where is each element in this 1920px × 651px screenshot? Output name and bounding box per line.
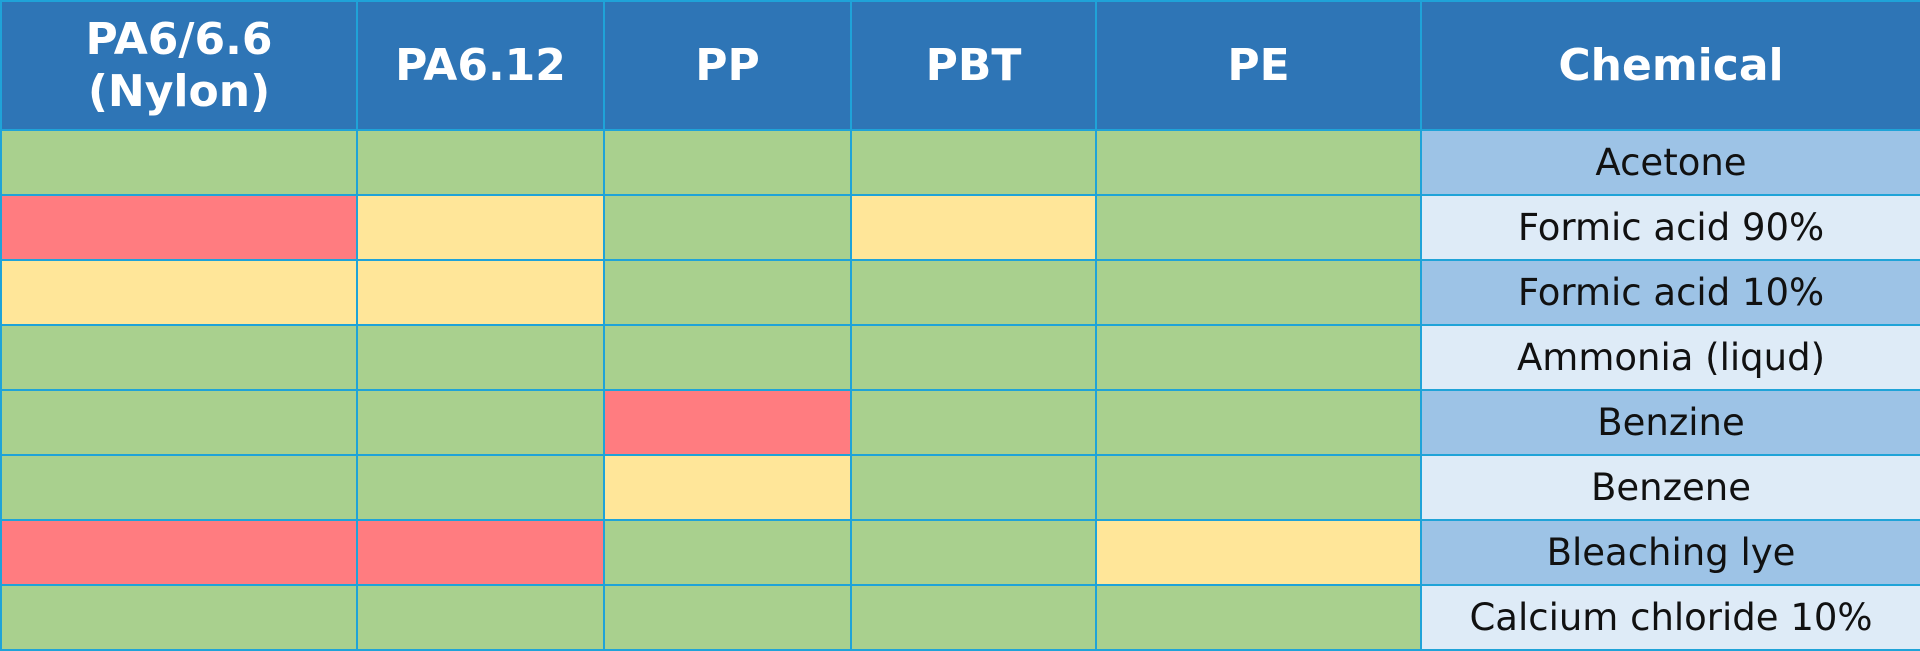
- header-row: PA6/6.6 (Nylon) PA6.12 PP PBT PE Chemical: [0, 0, 1920, 131]
- rating-cell: [603, 129, 852, 196]
- rating-cell: [850, 389, 1097, 456]
- rating-cell: [850, 129, 1097, 196]
- rating-cell: [850, 324, 1097, 391]
- table-row: Ammonia (liqud): [0, 324, 1920, 391]
- rating-cell: [356, 194, 605, 261]
- rating-cell: [1095, 259, 1422, 326]
- table-body: Acetone Formic acid 90% Formic acid 10% Amm…: [0, 129, 1920, 651]
- rating-cell: [603, 584, 852, 651]
- rating-cell: [0, 519, 358, 586]
- chemical-cell: Formic acid 90%: [1420, 194, 1920, 261]
- rating-cell: [850, 519, 1097, 586]
- rating-cell: [603, 454, 852, 521]
- rating-cell: [356, 584, 605, 651]
- rating-cell: [850, 584, 1097, 651]
- table-row: Bleaching lye: [0, 519, 1920, 586]
- rating-cell: [0, 324, 358, 391]
- column-header: PP: [603, 0, 852, 131]
- rating-cell: [1095, 454, 1422, 521]
- table-row: Acetone: [0, 129, 1920, 196]
- chemical-cell: Benzene: [1420, 454, 1920, 521]
- column-header: PE: [1095, 0, 1422, 131]
- chemical-cell: Acetone: [1420, 129, 1920, 196]
- column-header: PA6/6.6 (Nylon): [0, 0, 358, 131]
- rating-cell: [1095, 584, 1422, 651]
- rating-cell: [0, 389, 358, 456]
- rating-cell: [0, 259, 358, 326]
- rating-cell: [356, 259, 605, 326]
- chemical-cell: Formic acid 10%: [1420, 259, 1920, 326]
- chemical-cell: Ammonia (liqud): [1420, 324, 1920, 391]
- chemical-cell: Calcium chloride 10%: [1420, 584, 1920, 651]
- rating-cell: [850, 454, 1097, 521]
- rating-cell: [0, 584, 358, 651]
- rating-cell: [0, 454, 358, 521]
- chemical-cell: Bleaching lye: [1420, 519, 1920, 586]
- rating-cell: [0, 194, 358, 261]
- table-row: Benzine: [0, 389, 1920, 456]
- rating-cell: [356, 519, 605, 586]
- table-row: Benzene: [0, 454, 1920, 521]
- rating-cell: [356, 389, 605, 456]
- rating-cell: [603, 324, 852, 391]
- table-row: Formic acid 10%: [0, 259, 1920, 326]
- rating-cell: [850, 194, 1097, 261]
- rating-cell: [1095, 129, 1422, 196]
- rating-cell: [1095, 389, 1422, 456]
- rating-cell: [0, 129, 358, 196]
- chemical-cell: Benzine: [1420, 389, 1920, 456]
- rating-cell: [850, 259, 1097, 326]
- column-header: PBT: [850, 0, 1097, 131]
- rating-cell: [1095, 324, 1422, 391]
- column-header: Chemical: [1420, 0, 1920, 131]
- table-row: Calcium chloride 10%: [0, 584, 1920, 651]
- rating-cell: [603, 194, 852, 261]
- rating-cell: [603, 389, 852, 456]
- rating-cell: [356, 454, 605, 521]
- rating-cell: [1095, 194, 1422, 261]
- rating-cell: [1095, 519, 1422, 586]
- rating-cell: [603, 259, 852, 326]
- column-header: PA6.12: [356, 0, 605, 131]
- rating-cell: [603, 519, 852, 586]
- rating-cell: [356, 129, 605, 196]
- table-row: Formic acid 90%: [0, 194, 1920, 261]
- rating-cell: [356, 324, 605, 391]
